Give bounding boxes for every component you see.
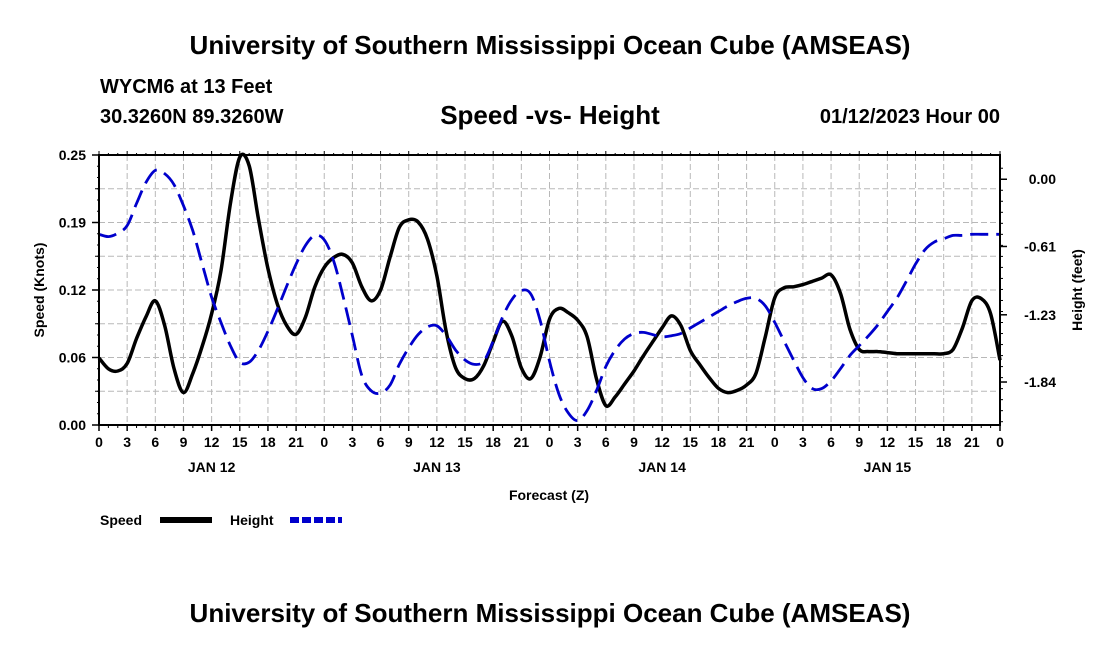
series-line-height xyxy=(98,168,1000,423)
y-left-tick-label: 0.19 xyxy=(59,215,86,231)
x-tick-label: 6 xyxy=(377,434,385,450)
station-label: WYCM6 at 13 Feet xyxy=(100,76,273,98)
x-tick-label: 21 xyxy=(514,434,530,450)
forecast-datetime: 01/12/2023 Hour 00 xyxy=(819,106,1000,128)
x-tick-label: 21 xyxy=(964,434,980,450)
x-tick-label: 15 xyxy=(682,434,698,450)
x-tick-label: 9 xyxy=(405,434,413,450)
x-tick-label: 0 xyxy=(320,434,328,450)
series-line-speed xyxy=(97,152,1002,408)
x-tick-label: 3 xyxy=(349,434,357,450)
x-tick-label: 12 xyxy=(880,434,896,450)
y-right-tick-label: -1.84 xyxy=(1024,374,1056,390)
x-tick-label: 12 xyxy=(204,434,220,450)
footer-main-title: University of Southern Mississippi Ocean… xyxy=(189,598,911,628)
x-tick-label: 6 xyxy=(602,434,610,450)
y-axis-right-label: Height (feet) xyxy=(1069,249,1085,331)
x-tick-label: 18 xyxy=(260,434,276,450)
x-tick-label: 9 xyxy=(855,434,863,450)
y-left-tick-label: 0.25 xyxy=(59,147,86,163)
x-tick-label: 21 xyxy=(739,434,755,450)
x-tick-label: 0 xyxy=(996,434,1004,450)
x-tick-label: 15 xyxy=(457,434,473,450)
x-tick-label: 6 xyxy=(827,434,835,450)
chart-subtitle: Speed -vs- Height xyxy=(440,100,660,130)
y-right-tick-label: 0.00 xyxy=(1029,171,1056,187)
y-right-tick-label: -1.23 xyxy=(1024,307,1056,323)
legend-height-label: Height xyxy=(230,512,274,528)
x-tick-label: 3 xyxy=(799,434,807,450)
x-tick-label: 15 xyxy=(232,434,248,450)
legend: Speed Height xyxy=(100,512,342,528)
date-label: JAN 13 xyxy=(413,459,461,475)
x-tick-label: 12 xyxy=(429,434,445,450)
date-label: JAN 14 xyxy=(638,459,686,475)
x-tick-label: 3 xyxy=(123,434,131,450)
x-tick-label: 18 xyxy=(485,434,501,450)
x-tick-label: 12 xyxy=(654,434,670,450)
x-tick-label: 9 xyxy=(180,434,188,450)
x-tick-label: 0 xyxy=(771,434,779,450)
x-tick-label: 0 xyxy=(546,434,554,450)
x-tick-label: 21 xyxy=(288,434,304,450)
y-left-tick-label: 0.00 xyxy=(59,417,86,433)
station-coordinates: 30.3260N 89.3260W xyxy=(100,106,284,128)
y-left-tick-label: 0.06 xyxy=(59,350,86,366)
y-right-tick-label: -0.61 xyxy=(1024,238,1056,254)
x-tick-label: 18 xyxy=(711,434,727,450)
x-tick-label: 0 xyxy=(95,434,103,450)
x-tick-label: 9 xyxy=(630,434,638,450)
x-tick-label: 3 xyxy=(574,434,582,450)
y-axis-left-label: Speed (Knots) xyxy=(31,243,47,338)
date-label: JAN 12 xyxy=(188,459,236,475)
x-axis-label: Forecast (Z) xyxy=(509,487,589,503)
y-left-tick-label: 0.12 xyxy=(59,282,86,298)
x-tick-label: 18 xyxy=(936,434,952,450)
x-tick-label: 15 xyxy=(908,434,924,450)
chart-main-title: University of Southern Mississippi Ocean… xyxy=(189,30,911,60)
date-label: JAN 15 xyxy=(864,459,912,475)
x-tick-label: 6 xyxy=(151,434,159,450)
legend-speed-label: Speed xyxy=(100,512,142,528)
